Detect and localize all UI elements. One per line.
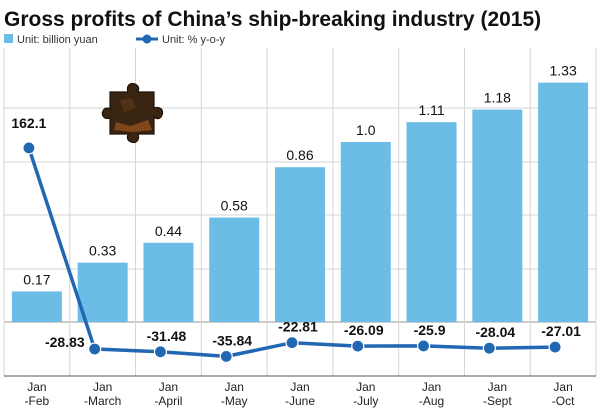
x-tick-label: Jan -June — [285, 380, 315, 408]
line-point — [285, 336, 299, 350]
bar — [340, 142, 391, 322]
x-tick-label-line: Jan — [488, 380, 507, 394]
x-tick-label-line: -July — [353, 394, 378, 408]
bar — [11, 291, 62, 322]
x-tick-label-line: Jan — [159, 380, 178, 394]
legend: Unit: billion yuan Unit: % y-o-y — [4, 34, 225, 46]
bar-series — [11, 82, 589, 322]
line-point — [22, 141, 36, 155]
legend-bar-swatch — [4, 34, 13, 43]
x-tick-label-line: -May — [221, 394, 248, 408]
legend-line-marker — [142, 34, 152, 44]
x-tick-label-line: Jan — [93, 380, 112, 394]
bar — [209, 217, 260, 322]
x-tick-label: Jan -Oct — [552, 380, 575, 408]
bar-data-label: 1.0 — [356, 122, 376, 138]
bar — [77, 262, 128, 322]
x-tick-label: Jan -Feb — [25, 380, 50, 408]
x-tick-label: Jan -Sept — [483, 380, 512, 408]
bar — [538, 82, 589, 322]
line-point — [548, 340, 562, 354]
x-tick-label-line: -Oct — [552, 394, 575, 408]
bar-data-label: 0.86 — [286, 147, 313, 163]
x-tick-label-line: -Feb — [25, 394, 50, 408]
x-tick-label-line: -June — [285, 394, 315, 408]
line-data-label: -31.48 — [147, 328, 187, 344]
line-point — [88, 342, 102, 356]
x-tick-label-line: Jan — [422, 380, 441, 394]
x-tick-label-line: Jan — [27, 380, 46, 394]
x-tick-label-line: Jan — [290, 380, 309, 394]
x-tick-label-line: -April — [154, 394, 182, 408]
line-data-label: 162.1 — [11, 115, 46, 131]
line-data-label: -25.9 — [414, 322, 446, 338]
line-point — [416, 339, 431, 353]
x-tick-label: Jan -Aug — [419, 380, 444, 408]
plot-area: 0.17 0.33 0.44 0.58 0.86 1.0 1.11 1.18 1.33 162.… — [3, 48, 597, 408]
bar — [406, 122, 457, 322]
x-tick-label: Jan -April — [154, 380, 182, 408]
x-tick-label-line: -Aug — [419, 394, 444, 408]
x-tick-label: Jan -May — [221, 380, 248, 408]
bar-data-label: 1.33 — [549, 63, 576, 79]
bar — [143, 242, 194, 322]
legend-bar-label: Unit: billion yuan — [17, 34, 98, 46]
x-tick-label: Jan -July — [353, 380, 378, 408]
bar — [472, 109, 523, 322]
bar-data-label: 0.17 — [23, 271, 50, 287]
legend-line-label: Unit: % y-o-y — [162, 34, 225, 46]
puzzle-piece-icon — [101, 82, 164, 144]
chart-title: Gross profits of China’s ship-breaking i… — [4, 8, 541, 31]
x-tick-label-line: Jan — [553, 380, 572, 394]
line-point — [351, 339, 365, 353]
line-data-label: -28.04 — [475, 324, 515, 340]
line-point — [153, 345, 168, 359]
line-data-label: -26.09 — [344, 322, 384, 338]
bar-data-label: 0.58 — [221, 198, 248, 214]
bar — [275, 167, 325, 322]
line-data-labels: 162.1 -28.83 -31.48 -35.84 -22.81 -26.09 -25.9… — [11, 115, 581, 350]
line-data-label: -27.01 — [541, 323, 581, 339]
x-tick-label-line: -Sept — [483, 394, 512, 408]
x-tick-label-line: Jan — [225, 380, 244, 394]
line-point — [482, 341, 496, 355]
line-data-label: -35.84 — [212, 332, 252, 348]
bar-data-labels: 0.17 0.33 0.44 0.58 0.86 1.0 1.11 1.18 1.33 — [23, 63, 577, 288]
bar-data-label: 1.18 — [484, 90, 511, 106]
bar-data-label: 0.44 — [155, 223, 182, 239]
x-tick-label-line: -March — [84, 394, 121, 408]
line-series — [22, 141, 562, 363]
x-tick-label: Jan -March — [84, 380, 121, 408]
line-point — [219, 349, 233, 363]
line-data-label: -28.83 — [45, 334, 85, 350]
bar-data-label: 0.33 — [89, 243, 116, 259]
x-tick-label-line: Jan — [356, 380, 375, 394]
bar-data-label: 1.11 — [418, 102, 444, 118]
line-data-label: -22.81 — [278, 319, 318, 335]
